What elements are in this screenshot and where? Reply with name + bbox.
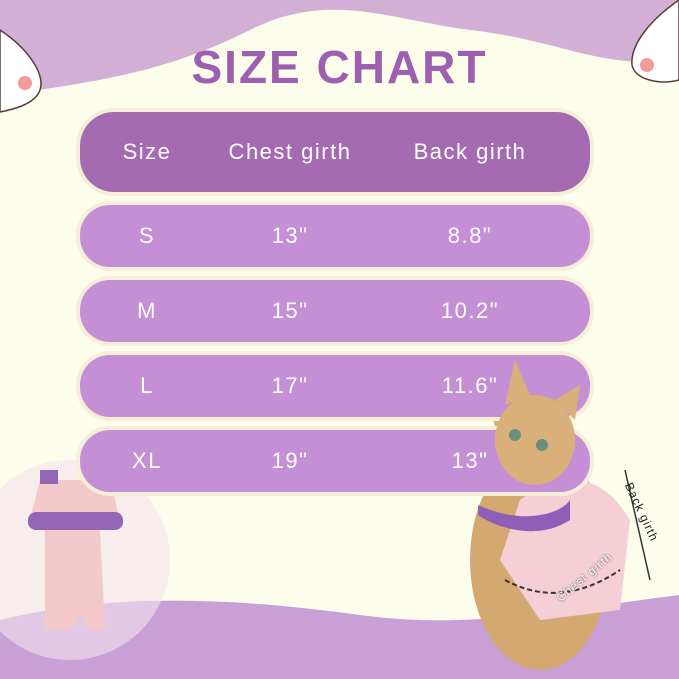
cell-size: L xyxy=(140,373,154,398)
table-row: L 17" 11.6" xyxy=(80,355,590,417)
header-size: Size xyxy=(122,139,172,164)
cell-chest: 19" xyxy=(271,448,309,473)
table-header-row: Size Chest girth Back girth xyxy=(80,112,590,192)
top-wave xyxy=(0,0,679,95)
header-back-girth: Back girth xyxy=(413,139,527,164)
cell-back: 11.6" xyxy=(441,373,499,398)
header-chest-girth: Chest girth xyxy=(228,139,352,164)
cell-chest: 13" xyxy=(271,223,309,248)
cell-back: 13" xyxy=(451,448,489,473)
cell-chest: 17" xyxy=(271,373,309,398)
cell-chest: 15" xyxy=(271,298,309,323)
cat-paw-right-icon xyxy=(631,0,679,83)
cat-paw-left-icon xyxy=(0,29,42,113)
table-row: M 15" 10.2" xyxy=(80,280,590,342)
garment-image xyxy=(0,460,170,660)
cell-size: S xyxy=(138,223,156,248)
page-title: SIZE CHART xyxy=(191,41,488,93)
cell-back: 10.2" xyxy=(440,298,500,323)
table-row: XL 19" 13" xyxy=(80,430,590,492)
table-row: S 13" 8.8" xyxy=(80,205,590,267)
cell-back: 8.8" xyxy=(447,223,493,248)
cell-size: M xyxy=(137,298,157,323)
cell-size: XL xyxy=(132,448,162,473)
